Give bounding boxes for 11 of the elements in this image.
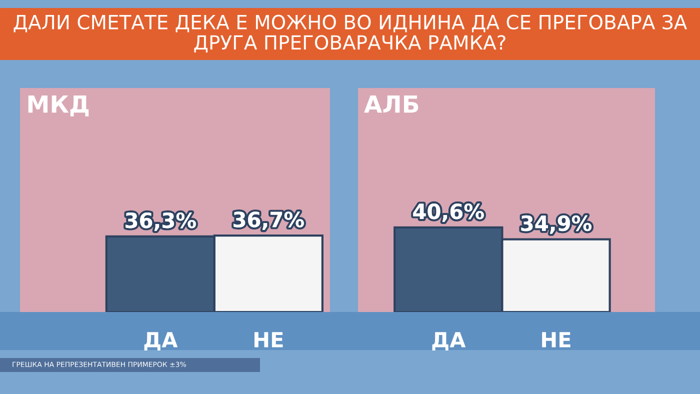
- chart-subtitle: МКД: [28, 95, 89, 116]
- data-label: 36,3%: [126, 212, 196, 231]
- data-label: 40,6%: [413, 204, 484, 222]
- data-label: 36,7%: [234, 212, 304, 230]
- chart-title: ДАЛИ СМЕТАТЕ ДЕКА Е МОЖНО ВО ИДНИНА ДА СЕ ПРЕГОВАРА ЗА ДРУГА ПРЕГОВАРАЧКА РАМКА?: [14, 14, 687, 53]
- data-label: 34,9%: [521, 215, 592, 234]
- x-tick-label: НЕ: [254, 332, 283, 348]
- x-tick-label: ДА: [144, 332, 178, 351]
- x-tick-label: ДА: [432, 332, 466, 351]
- x-tick-label: НЕ: [542, 332, 570, 348]
- chart-subtitle: АЛБ: [364, 95, 418, 113]
